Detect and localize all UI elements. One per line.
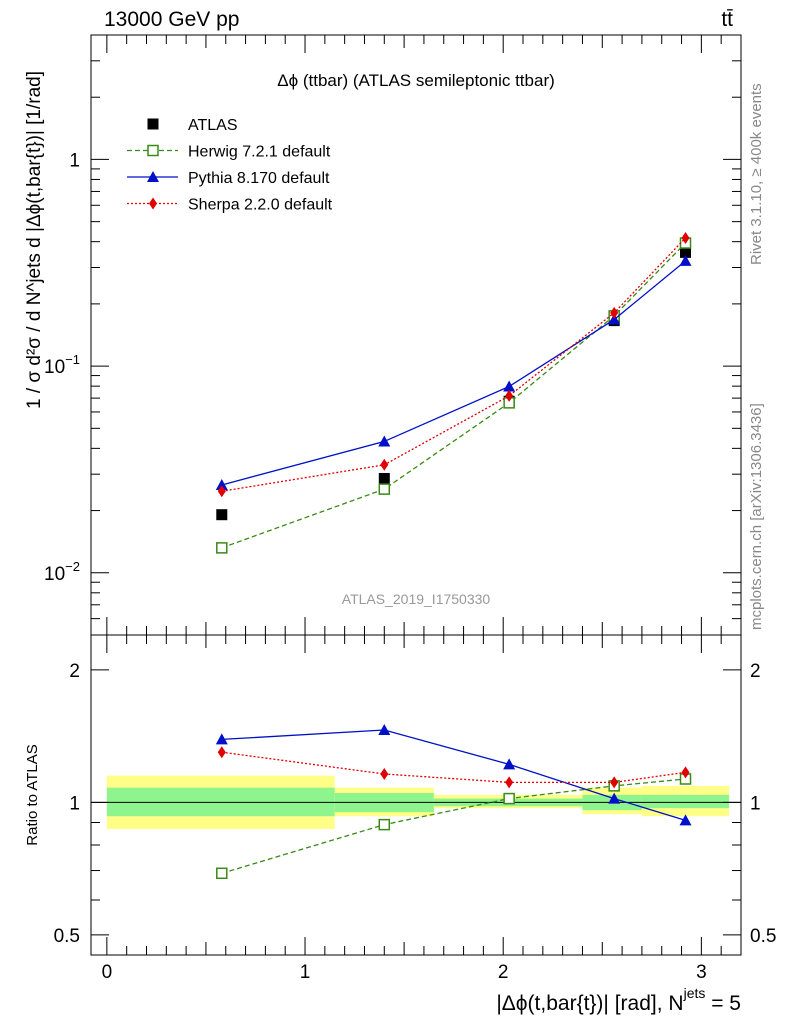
- x-axis-label-main: |Δϕ(t,bar{t})| [rad], N: [496, 992, 683, 1015]
- main-herwig-7-2-1-default-point: [216, 542, 228, 554]
- main-plot-panel: 10−210−11 Δϕ (ttbar) (ATLAS semileptonic…: [44, 34, 742, 636]
- mcplots-side-label: mcplots.cern.ch [arXiv:1306.3436]: [748, 403, 765, 630]
- ratio-y-tick-label-right: 2: [750, 661, 761, 682]
- main-sherpa-2-2-0-default-point: [681, 231, 690, 244]
- header-left-label: 13000 GeV pp: [104, 8, 239, 31]
- ratio-y-tick-label-right: 0.5: [750, 926, 776, 947]
- x-tick-label: 2: [498, 962, 509, 983]
- ratio-plot-panel: 0.5 0.5 1 1 2 2 0 1 2 3: [54, 634, 776, 983]
- main-series-layer: [215, 231, 692, 554]
- main-pythia-8-170-default-point: [215, 478, 228, 490]
- main-y-tick-label-exp: −2: [65, 559, 80, 574]
- main-pythia-8-170-default-point: [679, 254, 692, 266]
- x-axis-label-tail: = 5: [705, 992, 741, 1015]
- main-atlas-point: [680, 246, 692, 258]
- legend-pythia-8-170-default-label: Pythia 8.170 default: [188, 170, 330, 187]
- main-y-tick-label-base: 10: [44, 564, 65, 585]
- ratio-series-layer: [215, 724, 692, 880]
- rivet-side-label: Rivet 3.1.10, ≥ 400k events: [748, 83, 765, 265]
- main-y-tick-label: 10−1: [44, 352, 80, 378]
- x-axis-label: |Δϕ(t,bar{t})| [rad], Njets = 5: [496, 985, 741, 1015]
- x-tick-label: 3: [696, 962, 707, 983]
- legend-pythia-8-170-default-marker: [147, 171, 159, 182]
- main-atlas-point: [378, 472, 390, 484]
- ratio-pythia-8-170-default-point: [378, 724, 391, 736]
- ratio-y-tick-label-left: 2: [69, 661, 80, 682]
- ratio-y-tick-label-right: 1: [750, 793, 761, 814]
- ratio-band-inner: [641, 794, 730, 809]
- main-pythia-8-170-default-point: [378, 435, 391, 447]
- main-pythia-8-170-default-line: [221, 260, 686, 486]
- main-y-tick-label: 1: [69, 150, 80, 171]
- legend-atlas-label: ATLAS: [188, 117, 238, 134]
- legend-sherpa-2-2-0-default-marker: [149, 197, 157, 210]
- main-sherpa-2-2-0-default-point: [505, 389, 514, 402]
- ratio-y-tick-label-left: 1: [69, 793, 80, 814]
- header-right-label: tt̄: [721, 8, 733, 31]
- chart-title: Δϕ (ttbar) (ATLAS semileptonic ttbar): [277, 71, 555, 90]
- main-herwig-7-2-1-default-line: [221, 242, 686, 549]
- legend: ATLAS Herwig 7.2.1 default Pythia 8.170 de…: [127, 117, 333, 214]
- main-y-tick-label-exp: −1: [65, 352, 80, 367]
- ratio-y-tick-label-left: 0.5: [54, 926, 80, 947]
- ratio-pythia-8-170-default-point: [503, 758, 516, 770]
- main-sherpa-2-2-0-default-point: [610, 306, 619, 319]
- ratio-pythia-8-170-default-point: [679, 814, 692, 826]
- x-tick-label: 0: [102, 962, 113, 983]
- ratio-herwig-7-2-1-default-point: [216, 867, 228, 880]
- ratio-sherpa-2-2-0-default-point: [505, 776, 514, 789]
- chart-watermark: ATLAS_2019_I1750330: [342, 591, 491, 607]
- legend-herwig-7-2-1-default-marker: [147, 144, 159, 157]
- main-sherpa-2-2-0-default-point: [380, 458, 389, 471]
- ratio-sherpa-2-2-0-default-point: [681, 766, 690, 779]
- ratio-axes: 0.5 0.5 1 1 2 2 0 1 2 3: [54, 635, 776, 983]
- x-axis-label-sup: jets: [683, 985, 706, 1001]
- main-y-axis-label: 1 / σ d²σ / d N^jets d |Δϕ(t,bar{t})| [1…: [24, 71, 45, 409]
- ratio-sherpa-2-2-0-default-point: [610, 776, 619, 789]
- ratio-sherpa-2-2-0-default-point: [380, 767, 389, 780]
- main-herwig-7-2-1-default-point: [378, 483, 391, 495]
- legend-sherpa-2-2-0-default-label: Sherpa 2.2.0 default: [188, 197, 333, 214]
- main-y-tick-label-base: 10: [44, 357, 65, 378]
- main-atlas-point: [216, 509, 228, 521]
- main-y-tick-label: 10−2: [44, 559, 80, 585]
- ratio-sherpa-2-2-0-default-point: [217, 746, 226, 759]
- ratio-pythia-8-170-default-point: [608, 792, 621, 804]
- ratio-pythia-8-170-default-point: [215, 733, 228, 745]
- ratio-y-axis-label: Ratio to ATLAS: [24, 744, 41, 845]
- ratio-herwig-7-2-1-default-point: [378, 818, 391, 831]
- main-sherpa-2-2-0-default-line: [221, 237, 686, 492]
- legend-atlas-marker: [147, 118, 159, 130]
- main-axes: 10−210−11: [44, 34, 741, 636]
- legend-herwig-7-2-1-default-label: Herwig 7.2.1 default: [188, 144, 331, 161]
- main-pythia-8-170-default-point: [503, 380, 516, 392]
- ratio-plot-frame: [90, 634, 742, 956]
- main-sherpa-2-2-0-default-point: [217, 485, 226, 498]
- main-y-tick-label-base: 1: [69, 150, 80, 171]
- ratio-herwig-7-2-1-default-point: [503, 792, 515, 805]
- main-pythia-8-170-default-point: [608, 313, 621, 325]
- x-tick-label: 1: [300, 962, 311, 983]
